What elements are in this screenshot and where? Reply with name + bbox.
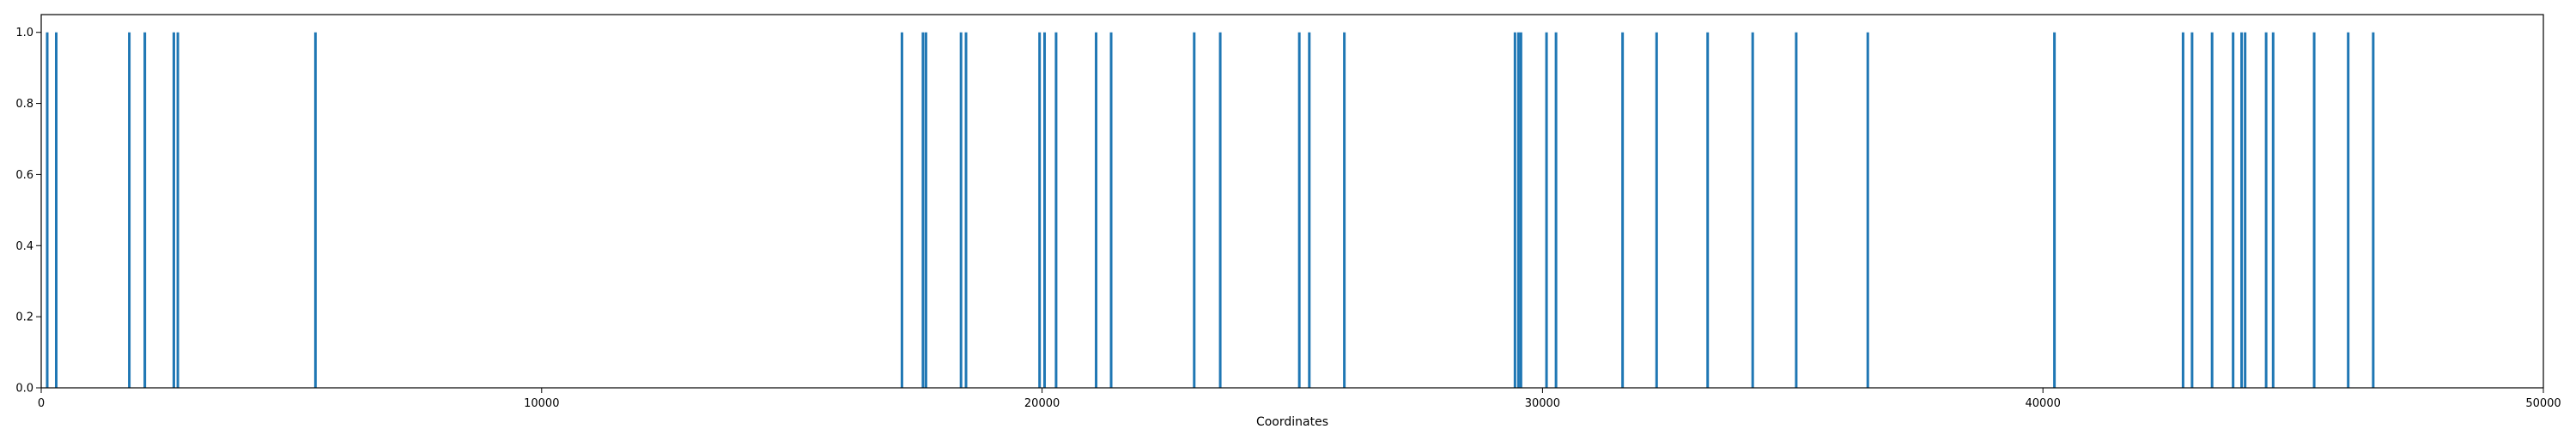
bar — [1706, 32, 1710, 388]
y-tick-label: 1.0 — [15, 27, 33, 39]
bar — [1513, 32, 1516, 388]
bar — [1545, 32, 1548, 388]
bar — [2244, 32, 2247, 388]
bar — [2053, 32, 2057, 388]
bar — [313, 32, 317, 388]
x-tick-label: 0 — [38, 397, 45, 410]
bar — [921, 32, 925, 388]
bar — [1038, 32, 1042, 388]
bar — [1193, 32, 1196, 388]
x-tick-label: 40000 — [2026, 397, 2061, 410]
y-tick-label: 0.4 — [15, 240, 33, 253]
x-tick-label: 20000 — [1024, 397, 1060, 410]
bar — [1866, 32, 1869, 388]
bar — [1109, 32, 1113, 388]
bar — [1095, 32, 1098, 388]
bar — [2190, 32, 2194, 388]
bar — [1297, 32, 1301, 388]
bar — [1043, 32, 1047, 388]
bar — [959, 32, 963, 388]
y-tick-label: 0.8 — [15, 98, 33, 111]
x-axis-label: Coordinates — [1256, 415, 1328, 429]
bar — [1621, 32, 1625, 388]
bar — [1343, 32, 1346, 388]
y-tick-label: 0.2 — [15, 311, 33, 324]
bar — [1308, 32, 1311, 388]
bar — [143, 32, 147, 388]
bar — [54, 32, 58, 388]
bar — [1218, 32, 1222, 388]
y-tick-label: 0.6 — [15, 169, 33, 182]
bar — [2347, 32, 2350, 388]
bar — [2271, 32, 2275, 388]
bar — [172, 32, 175, 388]
y-tick-label: 0.0 — [15, 383, 33, 396]
bar — [1054, 32, 1058, 388]
y-axis-ticks: 0.0 0.2 0.4 0.6 0.8 1.0 — [15, 27, 41, 396]
bar — [2264, 32, 2268, 388]
bar — [2210, 32, 2214, 388]
bar — [1516, 32, 1520, 388]
x-tick-label: 10000 — [524, 397, 559, 410]
x-tick-label: 50000 — [2525, 397, 2561, 410]
plot-frame — [40, 14, 2544, 389]
bar — [2181, 32, 2184, 388]
bar — [2312, 32, 2316, 388]
bar — [1795, 32, 1798, 388]
bar — [46, 32, 49, 388]
bar — [1519, 32, 1522, 388]
bar — [2232, 32, 2235, 388]
x-axis-ticks: 0 10000 20000 30000 40000 50000 — [38, 388, 2561, 410]
x-tick-label: 30000 — [1525, 397, 1560, 410]
bar — [900, 32, 903, 388]
bar — [1554, 32, 1558, 388]
bar — [924, 32, 927, 388]
bar — [1751, 32, 1754, 388]
bar — [2240, 32, 2244, 388]
bar — [2372, 32, 2375, 388]
bar — [1655, 32, 1658, 388]
bar — [176, 32, 179, 388]
bar — [128, 32, 131, 388]
bar — [964, 32, 968, 388]
bars-group — [46, 32, 2375, 388]
